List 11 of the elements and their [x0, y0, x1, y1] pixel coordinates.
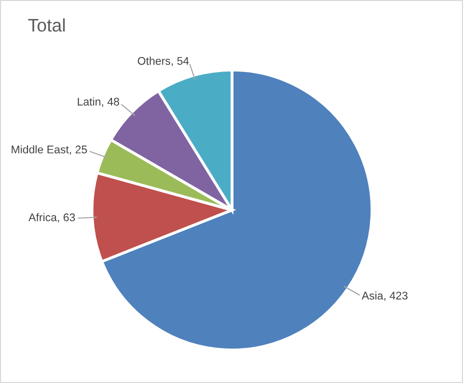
- slice-label: Latin: [78, 97, 100, 106]
- slice-label: Africa: [28, 213, 57, 222]
- slice-label: Others: [138, 56, 170, 65]
- chart-title: Total: [28, 18, 65, 32]
- data-label: , 25: [70, 146, 87, 155]
- data-label: , 63: [58, 213, 75, 223]
- data-label: , 54: [172, 57, 189, 66]
- slice-label: Asia: [362, 291, 384, 300]
- data-label: , 423: [384, 292, 408, 301]
- slice-label: Middle East: [12, 145, 69, 154]
- data-label: , 48: [102, 98, 120, 107]
